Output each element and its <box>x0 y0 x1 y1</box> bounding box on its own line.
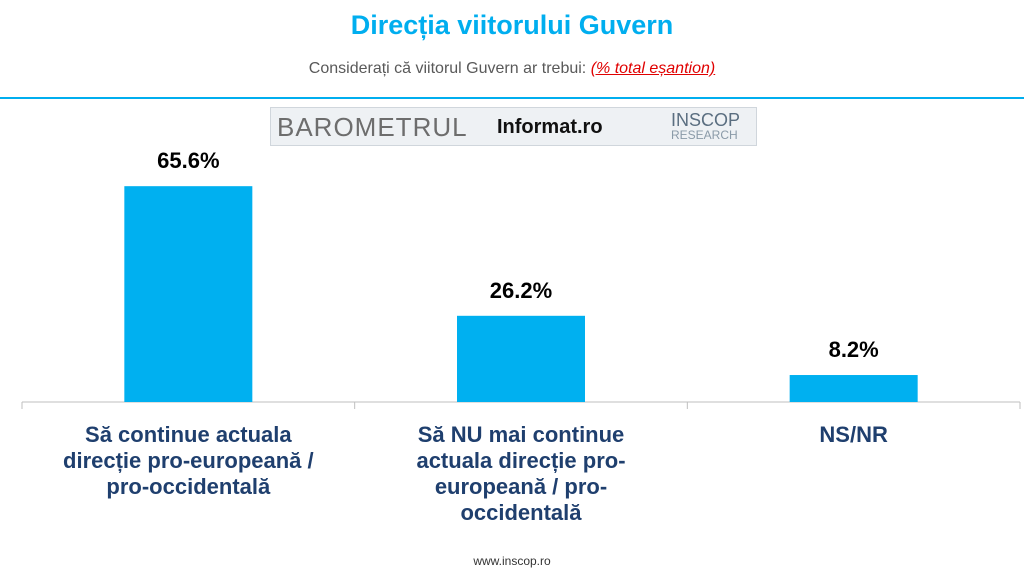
bar <box>457 315 585 402</box>
subtitle-line: Considerați că viitorul Guvern ar trebui… <box>0 60 1024 78</box>
category-label: Să NU mai continue actuala direcție pro-… <box>416 422 626 525</box>
logo-banner: BAROMETRUL Informat.ro INSCOP RESEARCH <box>270 107 757 146</box>
subtitle-note: (% total eșantion) <box>590 60 716 77</box>
logo-text: BAROMETRUL <box>277 112 468 142</box>
value-label: 8.2% <box>829 337 879 362</box>
logo-text: Informat.ro <box>497 116 603 138</box>
subtitle: Considerați că viitorul Guvern ar trebui… <box>308 60 587 77</box>
value-label: 65.6% <box>157 148 219 173</box>
bar <box>124 186 253 402</box>
logo-text: INSCOP <box>671 110 741 130</box>
value-label: 26.2% <box>490 278 552 303</box>
logo-text: RESEARCH <box>671 128 738 142</box>
category-label: Să continue actuala direcție pro-europea… <box>63 422 314 499</box>
bar <box>789 375 918 402</box>
footer: www.inscop.ro <box>473 554 551 568</box>
category-label: NS/NR <box>819 422 888 447</box>
chart-title: Direcția viitorului Guvern <box>350 10 674 40</box>
